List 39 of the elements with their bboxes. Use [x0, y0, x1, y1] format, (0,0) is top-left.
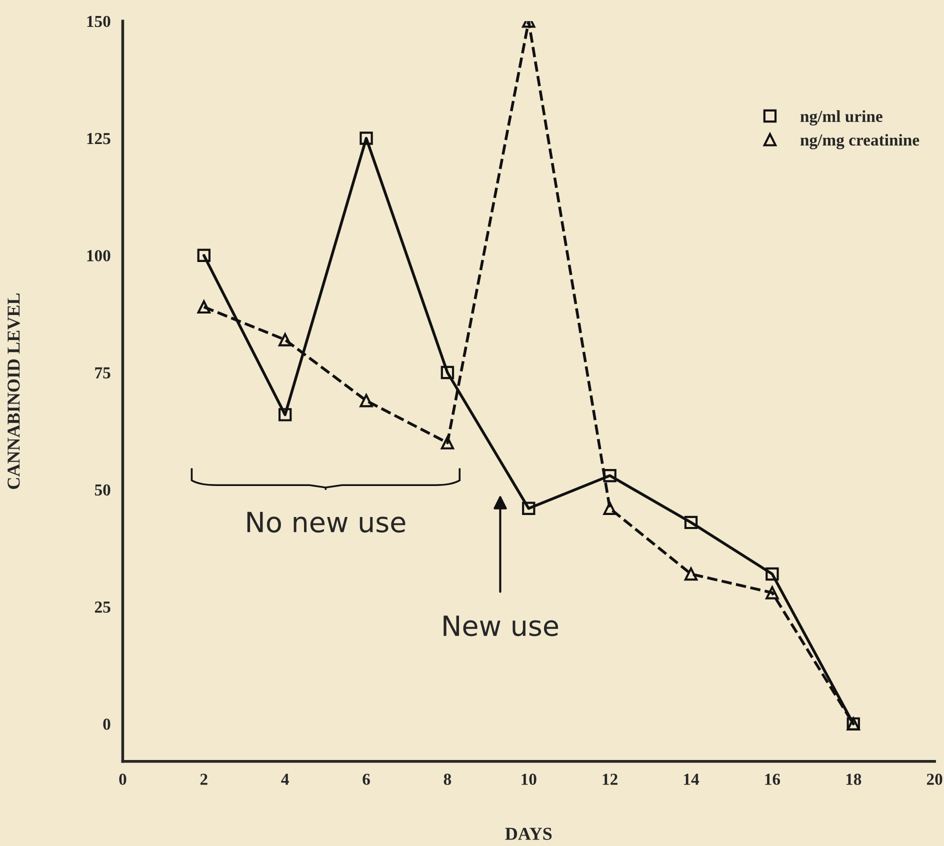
point [278, 333, 292, 346]
point [766, 586, 779, 600]
y-tick-label: 100 [87, 250, 110, 262]
point [522, 502, 536, 516]
point [766, 567, 779, 581]
point [603, 502, 616, 516]
point [603, 469, 616, 482]
point [197, 300, 211, 314]
y-tick-label: 50 [94, 484, 110, 496]
y-tick-label: 125 [87, 133, 110, 144]
x-tick-label: 10 [522, 774, 536, 785]
x-tick-label: 6 [362, 774, 370, 785]
x-tick-label: 8 [444, 774, 452, 785]
point [197, 248, 211, 262]
point [684, 516, 698, 530]
x-tick-label: 18 [846, 774, 862, 785]
point [440, 366, 454, 380]
point [360, 132, 373, 145]
point [360, 394, 373, 408]
x-tick-label: 4 [281, 774, 289, 785]
y-tick-label: 150 [87, 16, 110, 28]
point [278, 408, 292, 422]
annotation: No new use [247, 512, 406, 533]
y-axis-title: CANNABINOID LEVEL [8, 293, 20, 489]
x-tick-label: 20 [926, 774, 942, 785]
x-tick-label: 0 [119, 774, 126, 785]
point [684, 567, 698, 581]
x-tick-label: 12 [602, 774, 618, 785]
annotation: New use [444, 616, 558, 636]
y-tick-label: 0 [103, 718, 110, 730]
x-axis-title: DAYS [505, 828, 552, 840]
x-tick-label: 2 [200, 774, 208, 785]
x-tick-label: 16 [765, 774, 780, 785]
y-tick-label: 25 [94, 602, 110, 613]
point [440, 436, 454, 450]
legend-label: ng/mg creatinine [800, 134, 920, 150]
legend-label: ng/ml urine [800, 110, 882, 126]
x-tick-label: 14 [684, 774, 700, 785]
y-tick-label: 75 [95, 367, 110, 378]
